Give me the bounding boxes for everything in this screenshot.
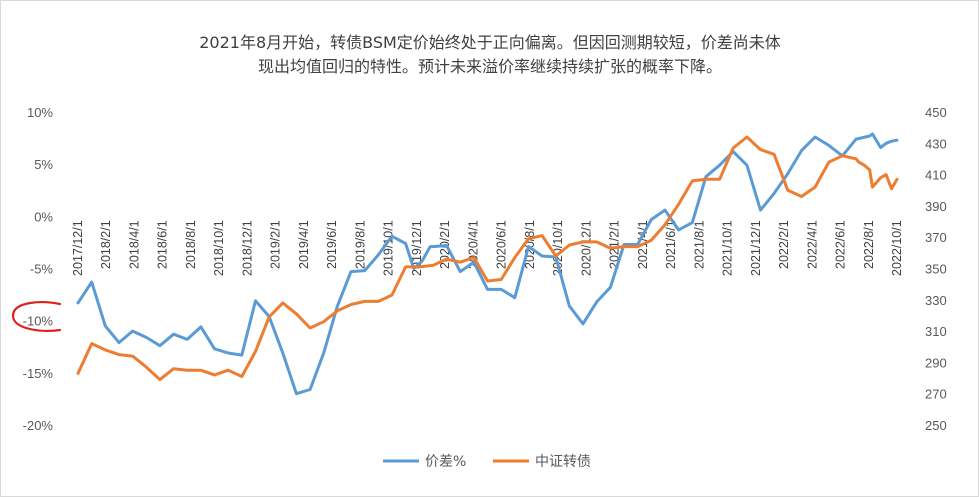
x-tick-label: 2018/4/1 [127, 220, 141, 269]
x-tick-label: 2021/2/1 [608, 220, 622, 269]
series-line-2 [76, 135, 899, 382]
x-tick-label: 2021/8/1 [692, 220, 706, 269]
x-tick-label: 2021/12/1 [749, 220, 763, 276]
y-right-tick-label: 430 [925, 136, 947, 151]
y-left-tick-label: 10% [27, 105, 53, 120]
x-tick-label: 2021/10/1 [721, 220, 735, 276]
y-left-tick-label: -10% [23, 314, 54, 329]
y-right-tick-label: 330 [925, 293, 947, 308]
x-tick-label: 2022/2/1 [777, 220, 791, 269]
x-tick-label: 2019/2/1 [269, 220, 283, 269]
y-right-tick-label: 350 [925, 262, 947, 277]
x-tick-label: 2022/10/1 [890, 220, 904, 276]
x-tick-label: 2019/4/1 [297, 220, 311, 269]
x-tick-label: 2020/12/1 [579, 220, 593, 276]
x-tick-label: 2020/6/1 [495, 220, 509, 269]
y-right-tick-label: 370 [925, 230, 947, 245]
y-left-tick-label: -15% [23, 366, 54, 381]
y-left-tick-label: 5% [34, 157, 53, 172]
x-tick-label: 2019/6/1 [325, 220, 339, 269]
x-tick-label: 2022/6/1 [834, 220, 848, 269]
x-tick-label: 2020/4/1 [466, 220, 480, 269]
x-tick-label: 2018/2/1 [99, 220, 113, 269]
legend-label-1: 价差% [425, 454, 466, 470]
x-tick-label: 2021/6/1 [664, 220, 678, 269]
chart-title: 2021年8月开始，转债BSM定价始终处于正向偏离。但因回测期较短，价差尚未体 … [60, 31, 920, 79]
chart-title-line-2: 现出均值回归的特性。预计未来溢价率继续持续扩张的概率下降。 [257, 57, 722, 76]
y-right-tick-label: 270 [925, 387, 947, 402]
y-left-tick-label: -5% [30, 262, 54, 277]
x-tick-label: 2018/8/1 [184, 220, 198, 269]
x-tick-label: 2020/10/1 [551, 220, 565, 276]
y-right-tick-label: 410 [925, 168, 947, 183]
y-right-tick-label: 250 [925, 418, 947, 433]
x-tick-label: 2018/10/1 [212, 220, 226, 276]
x-tick-label: 2019/8/1 [353, 220, 367, 269]
series-line-1 [76, 132, 899, 396]
x-tick-label: 2017/12/1 [71, 220, 85, 276]
y-right-tick-label: 390 [925, 199, 947, 214]
x-tick-label: 2018/12/1 [240, 220, 254, 276]
x-tick-label: 2019/10/1 [382, 220, 396, 276]
legend-label-2: 中证转债 [535, 454, 591, 470]
y-right-tick-label: 310 [925, 324, 947, 339]
y-right-tick-label: 450 [925, 105, 947, 120]
y-right-tick-label: 290 [925, 355, 947, 370]
red-annotation-mark [11, 301, 62, 332]
x-tick-label: 2018/6/1 [156, 220, 170, 269]
x-tick-label: 2022/4/1 [805, 220, 819, 269]
y-left-tick-label: -20% [23, 418, 54, 433]
x-tick-label: 2022/8/1 [862, 220, 876, 269]
y-left-tick-label: 0% [34, 209, 53, 224]
chart-title-line-1: 2021年8月开始，转债BSM定价始终处于正向偏离。但因回测期较短，价差尚未体 [199, 33, 781, 52]
